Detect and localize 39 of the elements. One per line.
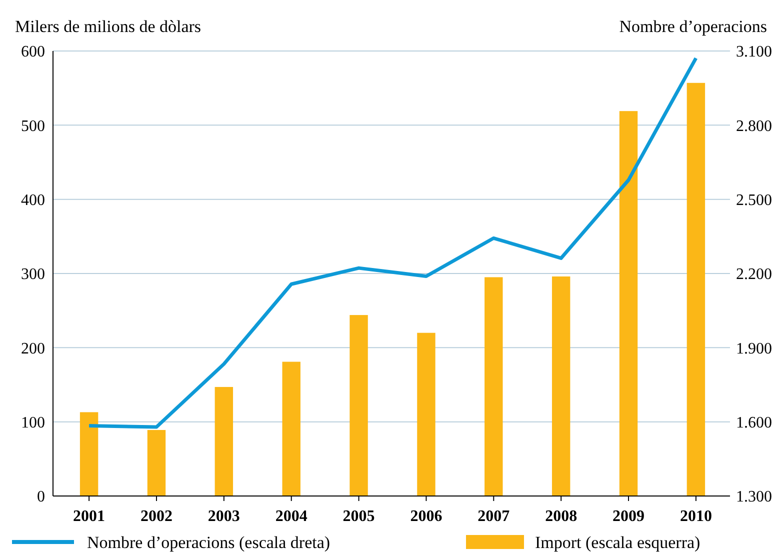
- y-tick-label: 400: [21, 192, 45, 209]
- x-tick-label: 2006: [410, 508, 442, 525]
- y-axis-title: Milers de milions de dòlars: [15, 17, 202, 36]
- x-tick-label: 2008: [545, 508, 578, 525]
- bar: [147, 430, 166, 496]
- y-tick-label: 100: [21, 414, 45, 432]
- bar: [686, 82, 706, 496]
- bar: [80, 412, 98, 496]
- bar: [484, 277, 503, 496]
- bar: [619, 111, 638, 496]
- bar: [214, 386, 234, 496]
- y2-tick-label: 2.800: [736, 118, 772, 135]
- x-tick-label: 2004: [275, 508, 308, 525]
- bar: [552, 276, 570, 496]
- y2-tick-label: 3.100: [736, 44, 772, 61]
- x-tick-label: 2005: [342, 508, 375, 525]
- x-tick-label: 2010: [680, 508, 712, 525]
- bar: [417, 332, 436, 496]
- y-tick-label: 0: [37, 488, 45, 506]
- bar: [282, 362, 300, 496]
- x-tick-label: 2002: [140, 508, 172, 525]
- y-tick-label: 500: [21, 118, 45, 135]
- x-tick-label: 2007: [478, 508, 510, 525]
- y2-axis-title: Nombre d’operacions: [619, 17, 767, 36]
- x-tick-label: 2001: [73, 508, 106, 525]
- legend-label: Nombre d’operacions (escala dreta): [87, 532, 330, 552]
- line-series: [87, 56, 698, 429]
- y-tick-label: 200: [21, 340, 45, 358]
- x-tick-label: 2009: [612, 508, 645, 525]
- y2-tick-label: 1.600: [736, 414, 772, 432]
- x-tick-label: 2003: [208, 508, 240, 525]
- y-tick-label: 600: [21, 44, 45, 61]
- y2-tick-label: 2.500: [736, 192, 772, 209]
- y2-tick-label: 2.200: [736, 266, 772, 284]
- bar: [350, 315, 368, 496]
- legend-label: Import (escala esquerra): [535, 532, 700, 552]
- y-tick-label: 300: [21, 266, 45, 284]
- y2-tick-label: 1.900: [736, 340, 772, 358]
- y2-tick-label: 1.300: [736, 488, 772, 506]
